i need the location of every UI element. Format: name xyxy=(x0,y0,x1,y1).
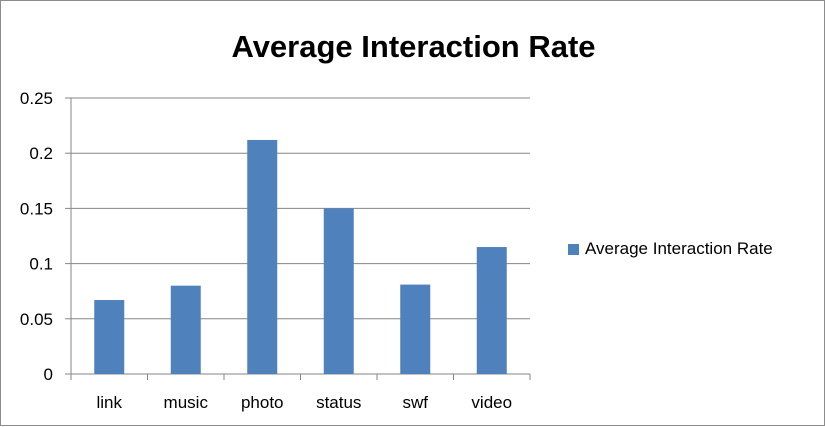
bar-swf xyxy=(400,284,431,374)
chart-legend: Average Interaction Rate xyxy=(568,239,773,259)
bar-link xyxy=(94,300,125,374)
chart-title: Average Interaction Rate xyxy=(231,29,596,64)
y-tick-label: 0 xyxy=(44,365,53,384)
y-tick-label: 0.25 xyxy=(20,89,53,108)
y-tick-label: 0.2 xyxy=(29,144,53,163)
y-tick-label: 0.05 xyxy=(20,310,53,329)
legend-swatch xyxy=(568,243,579,255)
x-tick-label: link xyxy=(96,393,122,412)
y-tick-label: 0.15 xyxy=(20,199,53,218)
x-tick-label: music xyxy=(164,393,209,412)
bar-photo xyxy=(247,139,278,374)
legend-label: Average Interaction Rate xyxy=(585,239,773,258)
x-tick-label: status xyxy=(316,393,361,412)
x-tick-label: video xyxy=(471,393,512,412)
x-tick-label: photo xyxy=(241,393,284,412)
bar-status xyxy=(323,208,354,374)
y-tick-label: 0.1 xyxy=(29,255,53,274)
bar-video xyxy=(476,247,507,374)
bar-music xyxy=(170,285,201,374)
x-tick-label: swf xyxy=(403,393,429,412)
